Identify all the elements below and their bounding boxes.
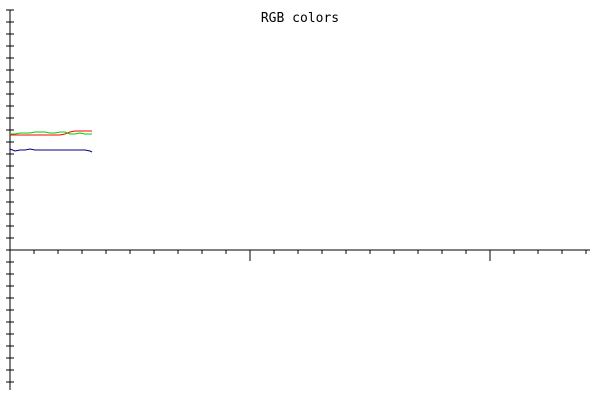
series-layer <box>9 130 93 153</box>
series-line-2 <box>10 131 92 135</box>
series-line-1 <box>10 130 92 136</box>
series-line-3 <box>9 148 93 153</box>
chart-title: RGB colors <box>261 11 339 26</box>
axis-ticks <box>6 9 587 383</box>
